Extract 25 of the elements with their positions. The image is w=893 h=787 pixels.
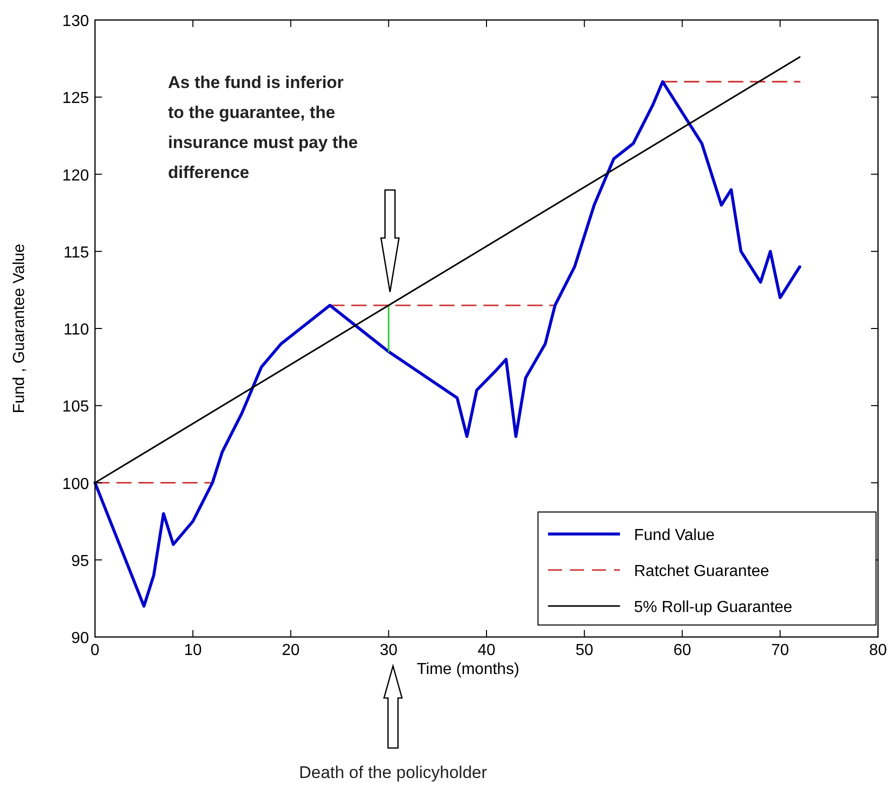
y-tick-label: 120 bbox=[62, 167, 90, 184]
y-axis-title: Fund , Guarantee Value bbox=[11, 244, 28, 414]
x-tick-label: 50 bbox=[575, 642, 594, 659]
x-tick-label: 30 bbox=[380, 642, 398, 659]
x-tick-label: 60 bbox=[673, 642, 692, 659]
x-tick-label: 20 bbox=[282, 642, 300, 659]
annotation: As the fund is inferior to the guarantee, the insurance must pay the difference bbox=[168, 73, 358, 182]
x-tick-label: 10 bbox=[184, 642, 202, 659]
y-tick-label: 95 bbox=[71, 552, 90, 570]
y-tick-label: 110 bbox=[63, 322, 90, 338]
y-tick-label: 130 bbox=[62, 13, 90, 30]
x-tick-label: 0 bbox=[90, 642, 100, 659]
y-tick-label: 125 bbox=[62, 90, 90, 108]
y-tick-label: 100 bbox=[62, 476, 90, 493]
x-tick-label: 80 bbox=[869, 642, 887, 659]
x-axis-title: Time (months) bbox=[416, 661, 520, 678]
legend-label: Fund Value bbox=[634, 527, 715, 544]
legend-label: 5% Roll-up Guarantee bbox=[634, 599, 792, 616]
y-tick-label: 105 bbox=[62, 398, 90, 416]
legend-label: Ratchet Guarantee bbox=[634, 563, 770, 580]
x-tick-label: 70 bbox=[771, 642, 790, 659]
text: Death of the policyholder bbox=[298, 763, 488, 782]
x-tick-label: 40 bbox=[478, 642, 496, 659]
y-tick-label: 115 bbox=[63, 244, 90, 262]
y-tick-label: 90 bbox=[71, 630, 90, 647]
